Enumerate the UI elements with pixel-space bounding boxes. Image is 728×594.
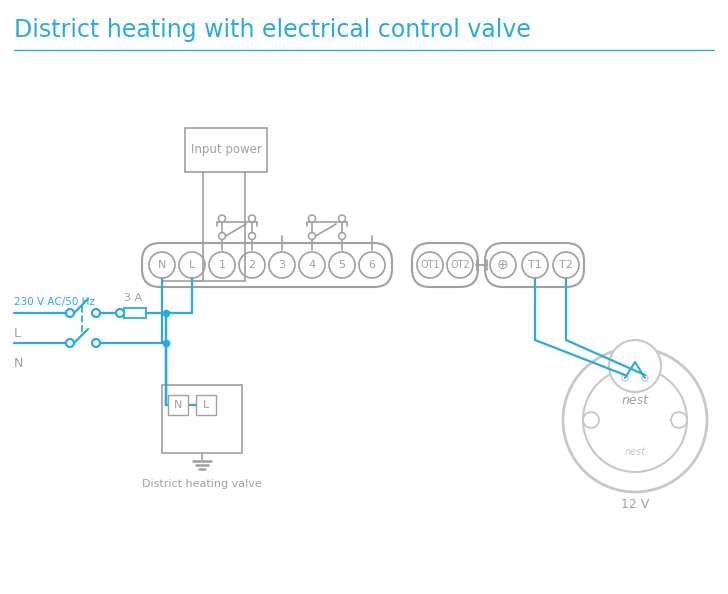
Circle shape — [92, 339, 100, 347]
Circle shape — [116, 309, 124, 317]
Circle shape — [583, 368, 687, 472]
Text: Input power: Input power — [191, 144, 261, 156]
Text: 1: 1 — [218, 260, 226, 270]
Circle shape — [522, 252, 548, 278]
Circle shape — [218, 215, 226, 222]
Text: T1: T1 — [528, 260, 542, 270]
Text: N: N — [158, 260, 166, 270]
Text: 3: 3 — [279, 260, 285, 270]
Text: 2: 2 — [248, 260, 256, 270]
Circle shape — [359, 252, 385, 278]
Bar — [168, 395, 188, 415]
Circle shape — [66, 339, 74, 347]
Text: ⊕: ⊕ — [497, 258, 509, 272]
Circle shape — [622, 375, 628, 381]
Circle shape — [563, 348, 707, 492]
Circle shape — [309, 215, 315, 222]
Circle shape — [642, 375, 648, 381]
Text: N: N — [174, 400, 182, 410]
FancyBboxPatch shape — [142, 243, 392, 287]
Text: OT1: OT1 — [420, 260, 440, 270]
Text: nest: nest — [625, 447, 646, 457]
FancyBboxPatch shape — [485, 243, 584, 287]
Text: nest: nest — [622, 393, 649, 406]
Text: N: N — [14, 357, 23, 370]
FancyBboxPatch shape — [412, 243, 478, 287]
Bar — [124, 308, 146, 318]
Text: 3 A: 3 A — [124, 293, 142, 303]
Circle shape — [447, 252, 473, 278]
Bar — [196, 395, 216, 415]
Text: 12 V: 12 V — [621, 498, 649, 511]
Circle shape — [583, 412, 599, 428]
Circle shape — [239, 252, 265, 278]
Text: District heating valve: District heating valve — [142, 479, 262, 489]
Text: 230 V AC/50 Hz: 230 V AC/50 Hz — [14, 297, 95, 307]
Circle shape — [248, 215, 256, 222]
Circle shape — [269, 252, 295, 278]
Circle shape — [417, 252, 443, 278]
Circle shape — [671, 412, 687, 428]
Text: 4: 4 — [309, 260, 315, 270]
Text: L: L — [14, 327, 21, 340]
Circle shape — [329, 252, 355, 278]
Circle shape — [339, 232, 346, 239]
Circle shape — [309, 232, 315, 239]
Circle shape — [299, 252, 325, 278]
Text: OT2: OT2 — [450, 260, 470, 270]
Circle shape — [490, 252, 516, 278]
Circle shape — [149, 252, 175, 278]
Text: 5: 5 — [339, 260, 346, 270]
Text: L: L — [189, 260, 195, 270]
Bar — [162, 385, 242, 453]
Circle shape — [92, 309, 100, 317]
Circle shape — [553, 252, 579, 278]
Text: District heating with electrical control valve: District heating with electrical control… — [14, 18, 531, 42]
Circle shape — [339, 215, 346, 222]
Circle shape — [609, 340, 661, 392]
Bar — [185, 128, 267, 172]
Text: T2: T2 — [559, 260, 573, 270]
Text: L: L — [203, 400, 209, 410]
Circle shape — [248, 232, 256, 239]
Circle shape — [66, 309, 74, 317]
Circle shape — [179, 252, 205, 278]
Text: 6: 6 — [368, 260, 376, 270]
Circle shape — [209, 252, 235, 278]
Circle shape — [218, 232, 226, 239]
